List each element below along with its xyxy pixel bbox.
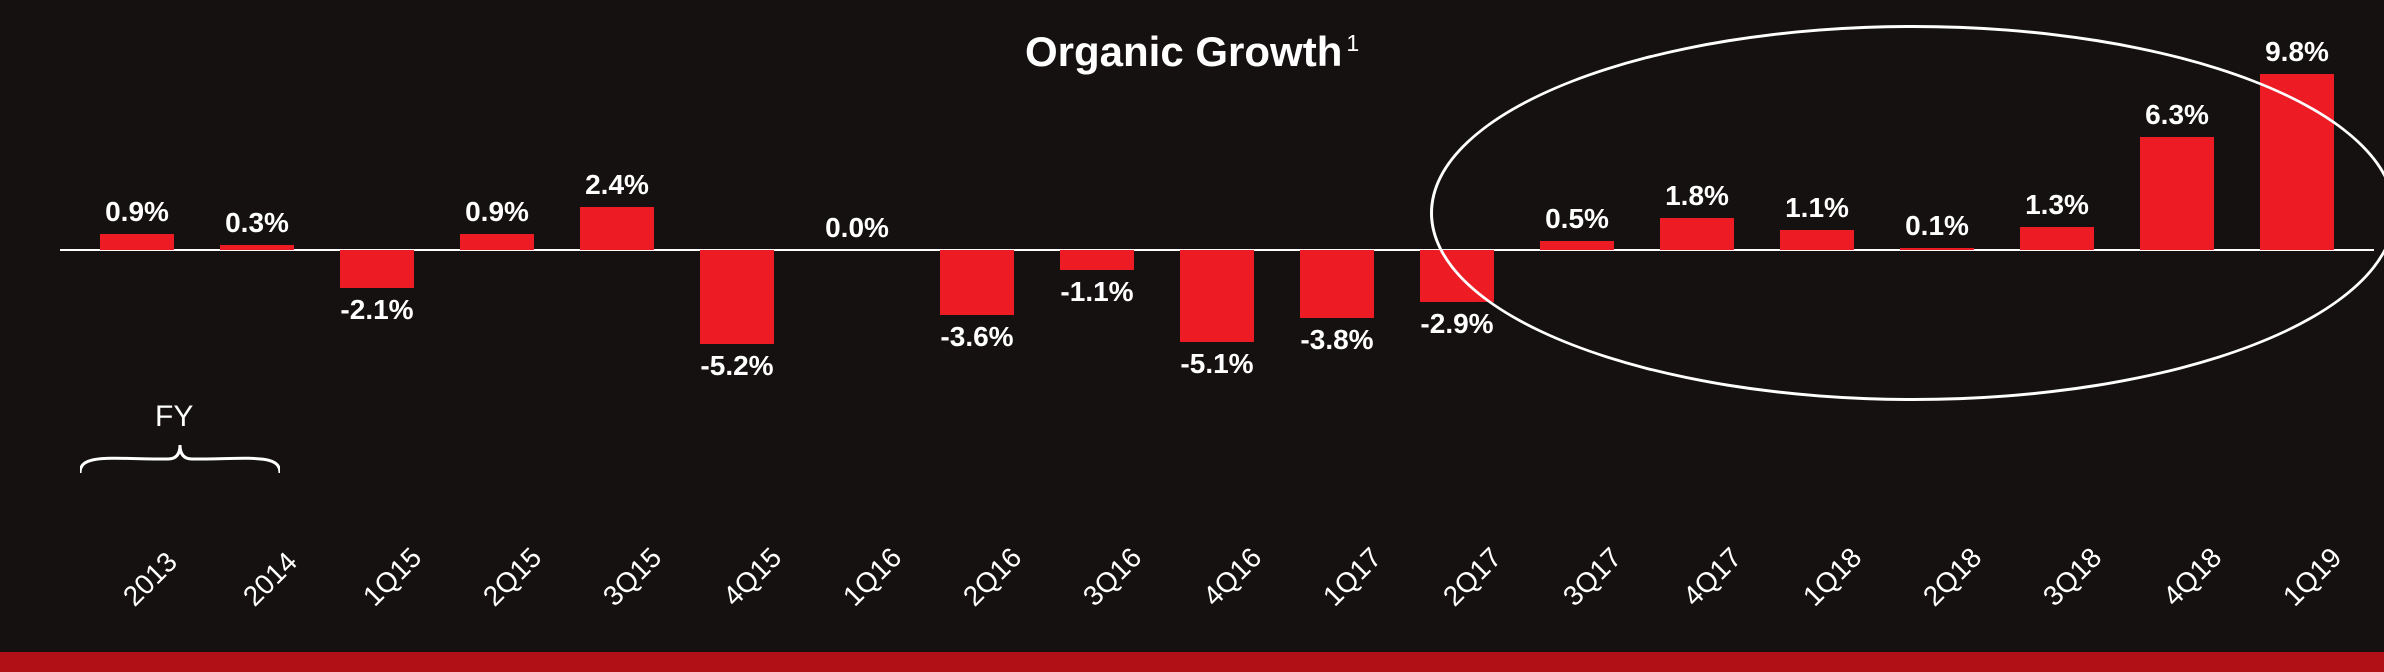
x-axis-label: 3Q15 bbox=[597, 542, 668, 613]
x-axis-label: 1Q15 bbox=[357, 542, 428, 613]
bar-value-label: 0.9% bbox=[105, 196, 169, 228]
x-axis-label: 2Q18 bbox=[1917, 542, 1988, 613]
x-axis-label: 2Q17 bbox=[1437, 542, 1508, 613]
highlight-ellipse bbox=[1430, 25, 2384, 401]
bar bbox=[580, 207, 654, 250]
bar bbox=[100, 234, 174, 250]
bar-value-label: 9.8% bbox=[2265, 36, 2329, 68]
x-axis-label: 3Q16 bbox=[1077, 542, 1148, 613]
x-axis-label: 3Q17 bbox=[1557, 542, 1628, 613]
bar-value-label: 0.3% bbox=[225, 207, 289, 239]
bar bbox=[1180, 250, 1254, 342]
x-axis-label: 4Q18 bbox=[2157, 542, 2228, 613]
chart-title-text: Organic Growth bbox=[1025, 28, 1342, 75]
x-axis-label: 1Q16 bbox=[837, 542, 908, 613]
bar-value-label: 0.9% bbox=[465, 196, 529, 228]
bar bbox=[1060, 250, 1134, 270]
x-axis-label: 3Q18 bbox=[2037, 542, 2108, 613]
x-axis-label: 2Q15 bbox=[477, 542, 548, 613]
x-axis-label: 1Q19 bbox=[2277, 542, 2348, 613]
bar bbox=[700, 250, 774, 344]
chart-title: Organic Growth1 bbox=[1025, 28, 1359, 76]
bar-value-label: -2.1% bbox=[340, 294, 413, 326]
bar bbox=[340, 250, 414, 288]
bar-value-label: 2.4% bbox=[585, 169, 649, 201]
x-axis-label: 4Q17 bbox=[1677, 542, 1748, 613]
chart-title-footnote: 1 bbox=[1346, 30, 1359, 56]
x-axis-label: 2Q16 bbox=[957, 542, 1028, 613]
bar bbox=[940, 250, 1014, 315]
bar bbox=[220, 245, 294, 250]
bar-value-label: 0.0% bbox=[825, 212, 889, 244]
x-axis-label: 1Q18 bbox=[1797, 542, 1868, 613]
bar-value-label: -5.1% bbox=[1180, 348, 1253, 380]
bar-value-label: -1.1% bbox=[1060, 276, 1133, 308]
bar-value-label: -5.2% bbox=[700, 350, 773, 382]
bar bbox=[460, 234, 534, 250]
x-axis-label: 1Q17 bbox=[1317, 542, 1388, 613]
x-axis-label: 4Q15 bbox=[717, 542, 788, 613]
fy-label: FY bbox=[155, 400, 193, 434]
fy-brace bbox=[80, 445, 280, 473]
bar-value-label: -3.6% bbox=[940, 321, 1013, 353]
chart-stage: Organic Growth1 0.9% 2013 0.3% 2014 -2.1% 1Q15… bbox=[0, 0, 2384, 672]
x-axis-label: 2014 bbox=[237, 546, 304, 613]
footer-bar bbox=[0, 652, 2384, 672]
x-axis-label: 2013 bbox=[117, 546, 184, 613]
x-axis-label: 4Q16 bbox=[1197, 542, 1268, 613]
bar-value-label: -3.8% bbox=[1300, 324, 1373, 356]
bar bbox=[1300, 250, 1374, 318]
bar-value-label: -2.9% bbox=[1420, 308, 1493, 340]
